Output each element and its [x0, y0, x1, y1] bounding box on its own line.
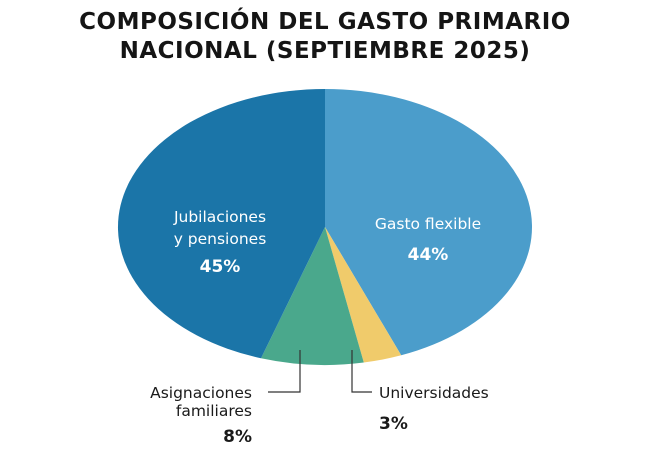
slice-value-gasto-flexible: 44% — [408, 245, 449, 265]
slice-label-jubilaciones-y-pensiones-line-2: y pensiones — [174, 230, 267, 248]
pie-slice-universidades — [325, 227, 402, 363]
pie-slice-jubilaciones-y-pensiones — [117, 89, 325, 359]
slice-label-universidades: Universidades — [379, 384, 489, 402]
chart-title-line-1: COMPOSICIÓN DEL GASTO PRIMARIO — [79, 9, 571, 35]
slice-value-jubilaciones-y-pensiones: 45% — [200, 257, 241, 277]
slice-label-asignaciones-familiares-line-2: familiares — [176, 402, 252, 420]
chart-title: COMPOSICIÓN DEL GASTO PRIMARIO NACIONAL … — [0, 8, 650, 66]
slice-value-universidades: 3% — [379, 414, 408, 434]
slice-label-asignaciones-familiares-line-1: Asignaciones — [150, 384, 252, 402]
slice-label-jubilaciones-y-pensiones-line-1: Jubilaciones — [173, 208, 266, 226]
leader-line-universidades — [351, 350, 372, 393]
chart-title-line-2: NACIONAL (SEPTIEMBRE 2025) — [119, 38, 531, 64]
pie-slice-asignaciones-familiares — [261, 227, 364, 366]
slice-value-asignaciones-familiares: 8% — [223, 427, 252, 447]
leader-line-asignaciones-familiares — [268, 350, 301, 393]
pie-slice-gasto-flexible — [325, 89, 533, 356]
slice-label-gasto-flexible: Gasto flexible — [375, 215, 481, 233]
